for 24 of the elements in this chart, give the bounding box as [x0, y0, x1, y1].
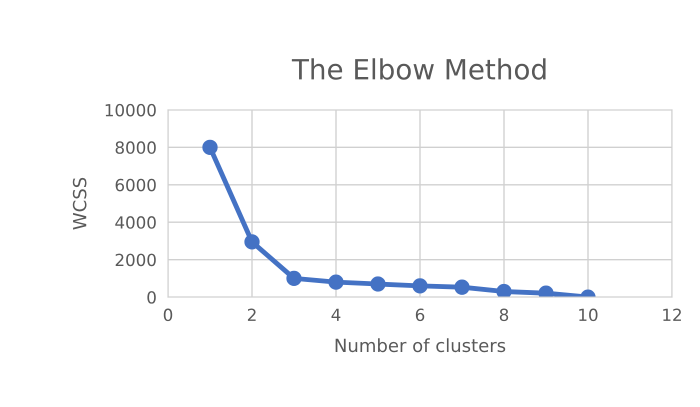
point [328, 274, 344, 290]
x-axis-title: Number of clusters [336, 338, 506, 352]
x-tick-label: 8 [500, 308, 508, 322]
x-tick-label: 2 [248, 308, 256, 321]
point [412, 278, 428, 294]
x-tick-label: 12 [663, 308, 681, 321]
y-tick-label: 8000 [116, 141, 156, 154]
point [202, 140, 218, 155]
point [244, 234, 260, 250]
y-tick-label: 4000 [115, 216, 156, 229]
point [454, 280, 470, 295]
y-tick-label: 2000 [116, 254, 156, 266]
y-axis-title: WCSS [72, 178, 86, 230]
x-tick-label: 6 [416, 308, 424, 322]
x-tick-label: 4 [332, 308, 340, 321]
chart-title: The Elbow Method [292, 58, 546, 80]
point [370, 276, 386, 292]
y-tick-label: 10000 [106, 104, 156, 116]
point [496, 284, 512, 298]
x-tick-label: 10 [579, 308, 598, 322]
point [286, 270, 302, 286]
x-tick-label: 0 [164, 308, 172, 322]
y-tick-label: 0 [147, 291, 156, 304]
y-tick-label: 6000 [116, 178, 156, 192]
